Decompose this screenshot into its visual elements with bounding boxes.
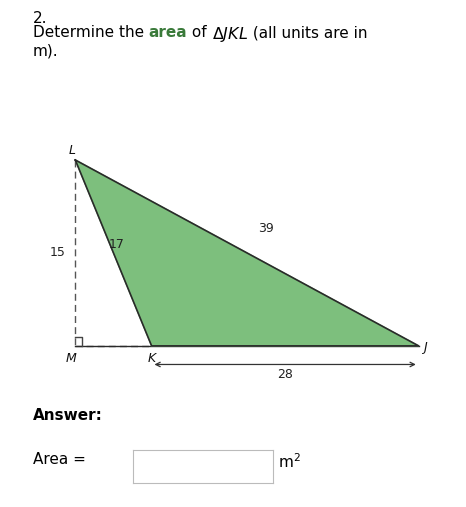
Text: $\Delta JKL$: $\Delta JKL$: [212, 25, 248, 44]
Text: area: area: [149, 25, 187, 41]
Text: 2.: 2.: [33, 11, 47, 26]
Text: 39: 39: [258, 222, 274, 235]
Text: Area =: Area =: [33, 452, 90, 467]
Text: (all units are in: (all units are in: [248, 25, 367, 41]
Text: M: M: [65, 352, 76, 365]
Text: 28: 28: [277, 368, 293, 381]
Text: m$^2$: m$^2$: [278, 452, 301, 471]
Text: L: L: [69, 143, 76, 157]
Text: J: J: [424, 341, 427, 353]
Text: of: of: [187, 25, 212, 41]
Text: m).: m).: [33, 43, 58, 58]
Text: K: K: [147, 352, 156, 365]
Text: 17: 17: [109, 238, 124, 251]
Text: Answer:: Answer:: [33, 408, 103, 423]
Polygon shape: [75, 160, 418, 346]
Text: 15: 15: [50, 246, 66, 260]
Text: Determine the: Determine the: [33, 25, 149, 41]
